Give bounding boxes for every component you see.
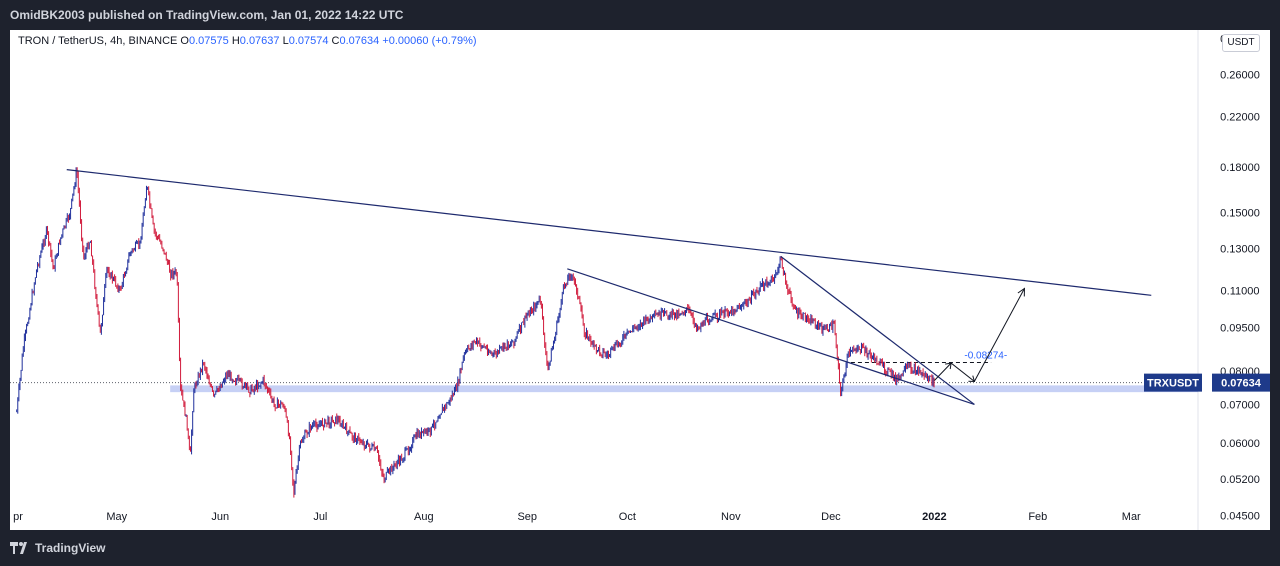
tradingview-logo-icon: [10, 542, 27, 554]
trendline-projection: [934, 288, 1025, 383]
y-tick-label: 0.15000: [1220, 208, 1260, 220]
symbol-tag-label: TRXUSDT: [1147, 378, 1199, 390]
open-value: 0.07575: [188, 35, 229, 47]
x-tick-label: Dec: [821, 511, 841, 523]
y-tick-label: 0.26000: [1220, 69, 1260, 81]
top-bar: OmidBK2003 published on TradingView.com,…: [0, 0, 1280, 30]
x-tick-label: pr: [13, 511, 23, 523]
trendline-wedge-lower: [567, 268, 975, 406]
x-tick-label: Jun: [211, 511, 229, 523]
change-value: +0.00060 (+0.79%): [382, 35, 477, 47]
last-price-tag: [1212, 373, 1270, 392]
symbol-name: TRON / TetherUS, 4h, BINANCE: [18, 35, 178, 47]
dashed-level-label: -0.08274-: [964, 350, 1007, 361]
y-tick-label: 0.11000: [1221, 286, 1260, 298]
projection-arrowhead: [945, 362, 952, 370]
y-tick-label: 0.07000: [1220, 399, 1260, 411]
price-chart[interactable]: -0.08274-0.300000.260000.220000.180000.1…: [10, 30, 1270, 530]
y-tick-label: 0.04500: [1220, 511, 1260, 523]
publisher-info: OmidBK2003 published on TradingView.com,…: [10, 8, 404, 22]
x-tick-label: May: [106, 511, 127, 523]
trendline-long-resistance: [66, 169, 1152, 296]
projection-arrowhead: [1017, 287, 1025, 297]
x-tick-label: 2022: [922, 511, 946, 523]
symbol-legend: TRON / TetherUS, 4h, BINANCE O0.07575 H0…: [18, 35, 477, 47]
y-tick-label: 0.13000: [1220, 244, 1260, 256]
x-tick-label: Sep: [517, 511, 537, 523]
last-price-label: 0.07634: [1221, 378, 1262, 390]
tradingview-wordmark: TradingView: [35, 541, 106, 555]
x-tick-label: Oct: [619, 511, 636, 523]
footer-bar: TradingView: [0, 530, 1280, 566]
currency-button[interactable]: USDT: [1222, 34, 1260, 52]
x-tick-label: Jul: [313, 511, 327, 523]
candles-group: [16, 167, 935, 498]
low-label: L: [282, 35, 289, 47]
high-value: 0.07637: [239, 35, 280, 47]
y-tick-label: 0.06000: [1220, 438, 1260, 450]
x-tick-label: Mar: [1122, 511, 1141, 523]
open-label: O: [180, 35, 189, 47]
projection-arrowhead: [968, 375, 976, 382]
x-tick-label: Nov: [721, 511, 741, 523]
trendline-wedge-upper: [780, 256, 975, 405]
close-value: 0.07634: [339, 35, 380, 47]
tradingview-logo[interactable]: TradingView: [10, 541, 105, 555]
symbol-tag: [1144, 373, 1202, 392]
close-label: C: [331, 35, 340, 47]
x-tick-label: Aug: [414, 511, 434, 523]
support-zone: [170, 385, 1198, 393]
y-tick-label: 0.22000: [1220, 111, 1260, 123]
y-tick-label: 0.09500: [1220, 323, 1260, 335]
y-tick-label: 0.18000: [1220, 162, 1260, 174]
high-label: H: [231, 35, 240, 47]
chart-area[interactable]: -0.08274-0.300000.260000.220000.180000.1…: [10, 30, 1270, 530]
x-tick-label: Feb: [1028, 511, 1047, 523]
low-value: 0.07574: [288, 35, 329, 47]
y-tick-label: 0.05200: [1220, 474, 1260, 486]
